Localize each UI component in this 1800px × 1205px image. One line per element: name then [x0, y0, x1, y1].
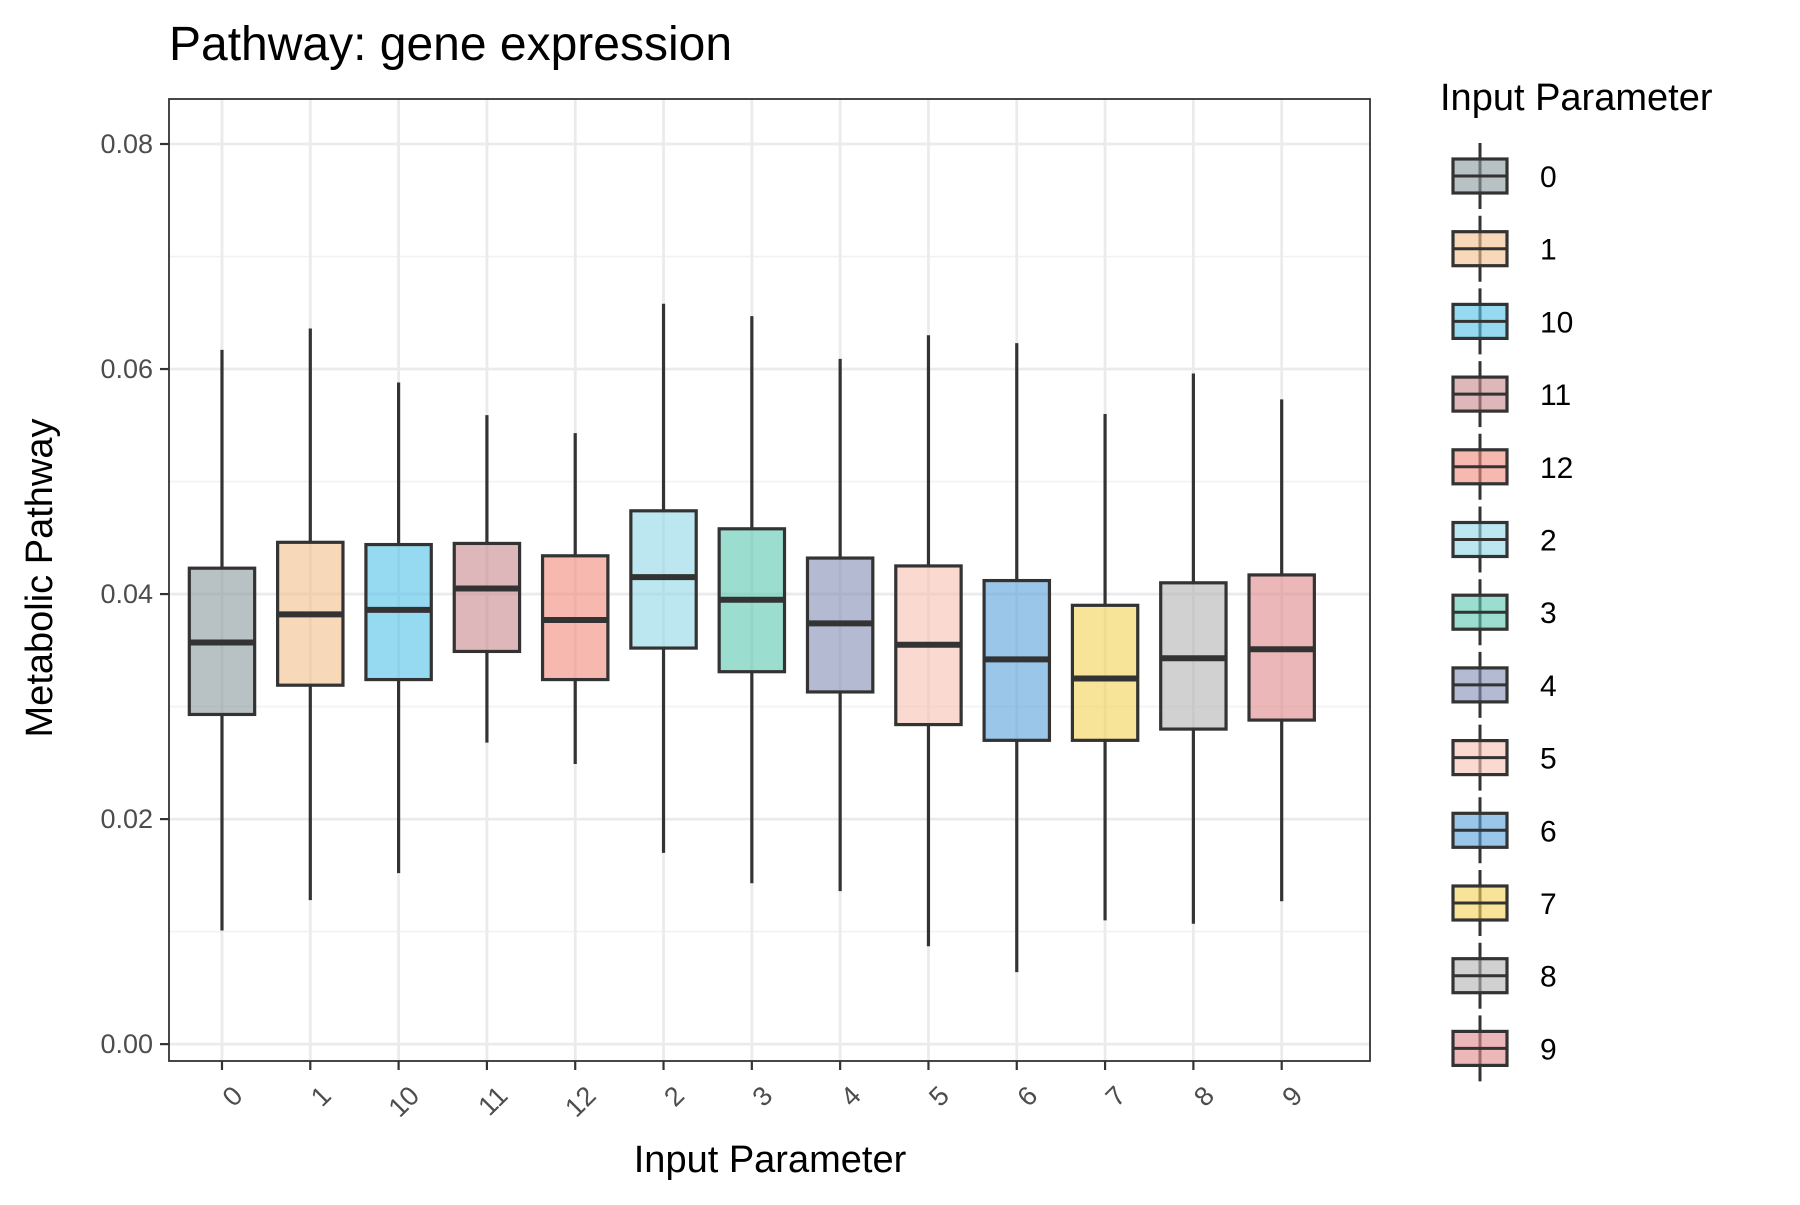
legend-label: 6: [1540, 815, 1557, 848]
x-tick-label: 8: [1188, 1080, 1220, 1112]
legend-label: 11: [1540, 379, 1571, 412]
legend-label: 2: [1540, 525, 1557, 558]
x-tick-label: 10: [383, 1080, 425, 1122]
x-tick-label: 6: [1011, 1080, 1043, 1112]
x-tick-label: 11: [472, 1080, 513, 1121]
legend-label: 4: [1540, 670, 1557, 703]
y-tick-label: 0.08: [100, 129, 153, 159]
legend-label: 5: [1540, 743, 1557, 776]
x-tick-label: 7: [1100, 1080, 1132, 1112]
box-7: [1070, 603, 1140, 742]
x-tick-label: 4: [835, 1080, 867, 1112]
legend-label: 10: [1540, 306, 1573, 339]
chart-title: Pathway: gene expression: [169, 18, 732, 71]
x-tick-label: 12: [559, 1080, 601, 1122]
y-tick-label: 0.06: [100, 354, 153, 384]
x-tick-label: 9: [1276, 1080, 1308, 1112]
legend-label: 8: [1540, 961, 1557, 994]
legend-label: 3: [1540, 597, 1557, 630]
x-tick-label: 2: [658, 1080, 690, 1112]
legend-label: 9: [1540, 1033, 1557, 1066]
x-tick-label: 5: [923, 1080, 955, 1112]
y-tick-label: 0.00: [100, 1029, 153, 1059]
legend-label: 0: [1540, 161, 1557, 194]
legend-title: Input Parameter: [1440, 77, 1713, 119]
legend-label: 1: [1540, 234, 1557, 267]
x-tick-label: 3: [747, 1080, 779, 1112]
legend-label: 12: [1540, 452, 1573, 485]
box-11: [452, 541, 522, 654]
y-tick-label: 0.04: [100, 579, 153, 609]
plot-border: [168, 98, 1371, 1062]
x-tick-label: 1: [305, 1080, 337, 1112]
y-tick-label: 0.02: [100, 804, 153, 834]
legend-label: 7: [1540, 888, 1557, 921]
y-axis-title: Metabolic Pathway: [19, 419, 61, 738]
x-tick-label: 0: [217, 1080, 249, 1112]
x-axis-title: Input Parameter: [634, 1139, 907, 1181]
